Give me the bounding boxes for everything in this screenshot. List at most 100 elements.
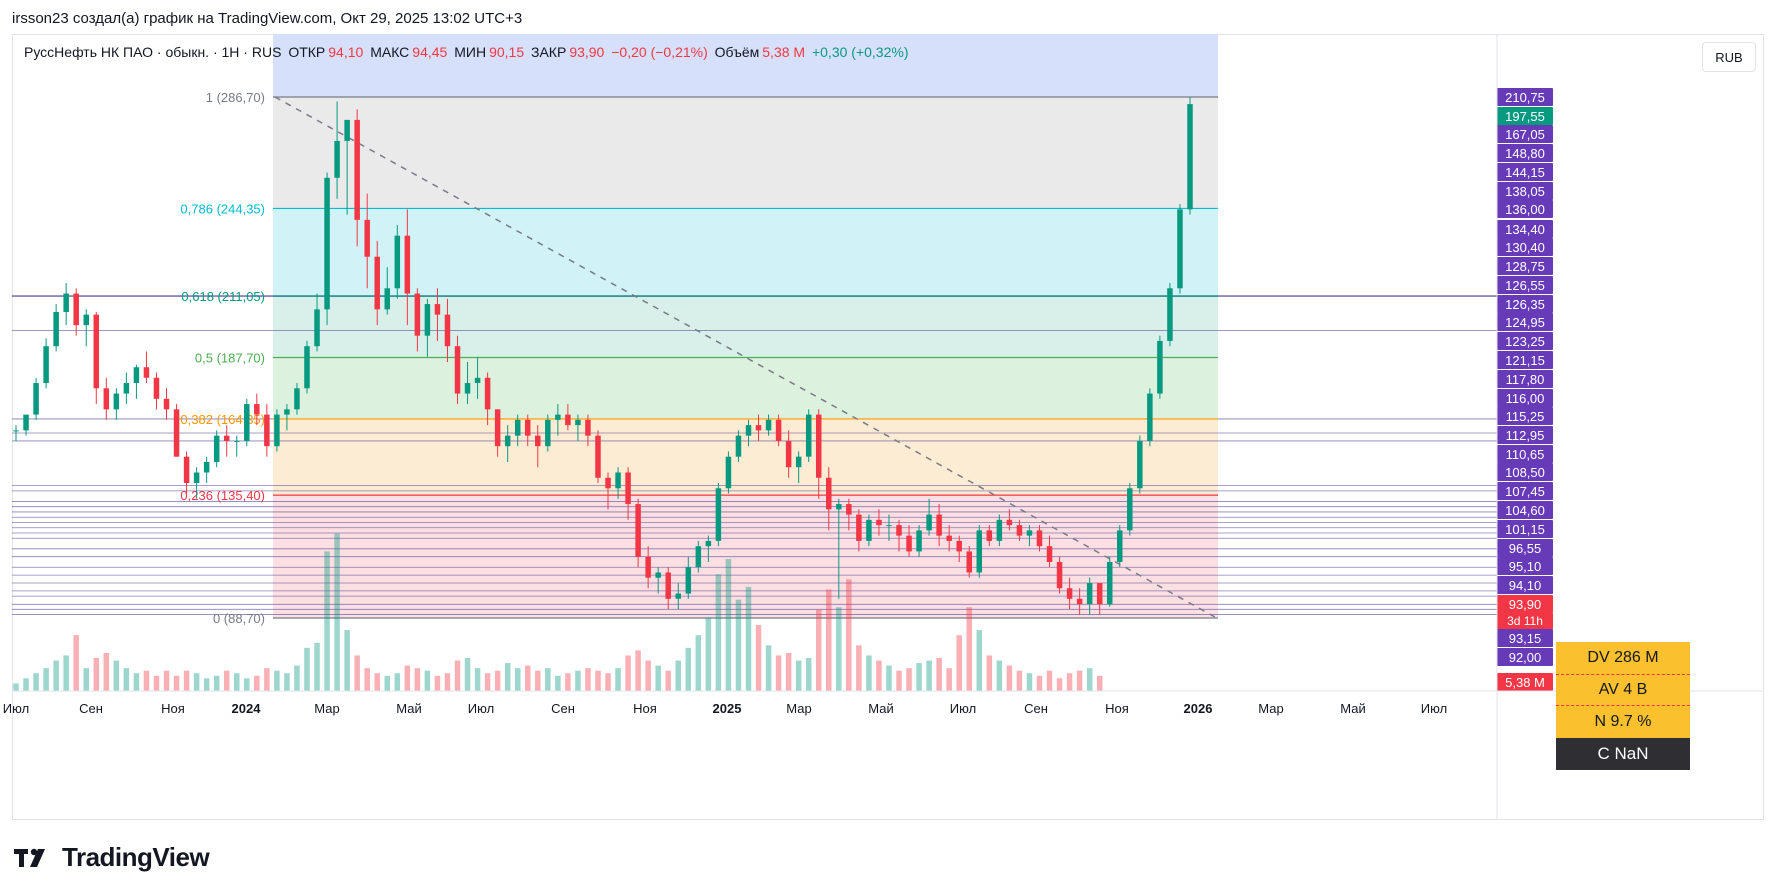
currency-button[interactable]: RUB (1702, 42, 1756, 72)
volume-bar (103, 652, 110, 691)
volume-bar (73, 635, 79, 691)
candle-body (946, 535, 952, 541)
candle-body (143, 367, 150, 378)
time-axis-label: 2026 (1184, 701, 1213, 716)
low-label: МИН (454, 44, 487, 60)
candle-body (996, 519, 1003, 541)
volume-label: Объём (714, 44, 760, 60)
candle-body (735, 435, 742, 457)
brand-name: TradingView (62, 842, 210, 872)
symbol-name[interactable]: РуссНефть НК ПАО · обыкн. · 1Н · RUS (24, 44, 282, 60)
candle-body (504, 435, 511, 447)
volume-bar (1026, 673, 1033, 691)
time-axis-label: Сен (551, 701, 575, 716)
volume-bar (1036, 675, 1043, 691)
candle-body (545, 419, 551, 447)
candle-body (1056, 561, 1063, 589)
candle-body (1036, 530, 1043, 547)
candle-body (123, 383, 130, 394)
volume-bar (876, 660, 882, 691)
price-axis-label: 128,75 (1505, 259, 1545, 274)
candle-body (856, 514, 862, 541)
volume-bar (785, 652, 792, 691)
price-axis-badge (1497, 389, 1553, 407)
volume-bar (1056, 678, 1063, 691)
price-axis-label: 197,55 (1505, 109, 1545, 124)
candle-body (836, 504, 842, 510)
price-axis-label: 144,15 (1505, 165, 1545, 180)
volume-bar (605, 673, 611, 691)
volume-bar (284, 673, 290, 691)
time-axis-label: Май (1340, 701, 1365, 716)
price-axis-label: 107,45 (1505, 484, 1545, 499)
fib-zone-0.786 (273, 208, 1218, 297)
time-axis-label: Ноя (161, 701, 185, 716)
price-axis-label: 104,60 (1505, 503, 1545, 518)
volume-bar (394, 673, 401, 691)
volume-bar (1076, 670, 1083, 691)
candle-body (535, 435, 541, 447)
price-axis-badge (1497, 445, 1553, 463)
price-axis-badge (1497, 238, 1553, 256)
candle-body (424, 304, 431, 336)
candle-body (244, 404, 250, 441)
price-axis-label: 101,15 (1505, 522, 1545, 537)
candle-body (284, 409, 290, 415)
candle-body (103, 388, 110, 410)
candle-body (254, 404, 260, 415)
candle-body (986, 530, 993, 541)
volume-bar (424, 670, 431, 691)
price-axis-badge (1497, 313, 1553, 331)
candle-body (765, 419, 772, 431)
price-axis-badge (1497, 257, 1553, 275)
volume-bar (274, 670, 280, 691)
time-axis-label: Май (868, 701, 893, 716)
candle-body (956, 540, 962, 552)
candle-body (675, 593, 682, 599)
candle-body (364, 219, 370, 257)
volume-bar (815, 609, 822, 691)
tradingview-logo[interactable]: TradingView (14, 842, 210, 873)
volume-bar (695, 635, 702, 691)
volume-bar (524, 665, 531, 691)
volume-bar (203, 678, 210, 691)
symbol-legend[interactable]: РуссНефть НК ПАО · обыкн. · 1Н · RUS ОТК… (24, 44, 911, 60)
volume-bar (414, 668, 421, 691)
volume-bar (123, 668, 130, 691)
candle-body (454, 346, 461, 394)
price-axis-badge (1497, 482, 1553, 500)
volume-bar (1066, 673, 1073, 691)
candle-body (775, 419, 782, 441)
price-axis-label: 210,75 (1505, 90, 1545, 105)
candle-body (1016, 525, 1023, 536)
price-axis-badge (1497, 407, 1553, 425)
candle-body (916, 530, 922, 552)
fib-zone-0.382 (273, 418, 1218, 496)
candle-body (1157, 340, 1163, 394)
volume-bar (23, 678, 29, 691)
volume-bar (805, 658, 812, 691)
candle-body (1177, 209, 1183, 289)
volume-bar (183, 670, 190, 691)
price-axis-badge (1497, 370, 1553, 388)
price-axis-label: 123,25 (1505, 334, 1545, 349)
close-value: 93,90 (569, 44, 605, 60)
time-axis-label: Июл (1421, 701, 1447, 716)
price-axis-label: 116,00 (1506, 391, 1545, 406)
candle-body (334, 140, 340, 178)
candle-body (23, 414, 29, 431)
fib-label-1: 1 (286,70) (206, 90, 265, 105)
volume-bar (826, 589, 832, 691)
volume-bar (906, 668, 912, 691)
fib-label-0.786: 0,786 (244,35) (180, 201, 265, 216)
candle-body (354, 119, 360, 220)
candle-body (565, 414, 571, 426)
candle-body (1096, 583, 1103, 605)
volume-bar (474, 668, 481, 691)
volume-bar (133, 673, 140, 691)
candle-body (1106, 561, 1113, 605)
volume-bar (705, 617, 712, 691)
stat-av: AV 4 B (1556, 674, 1690, 706)
price-axis-badge (1497, 501, 1553, 519)
